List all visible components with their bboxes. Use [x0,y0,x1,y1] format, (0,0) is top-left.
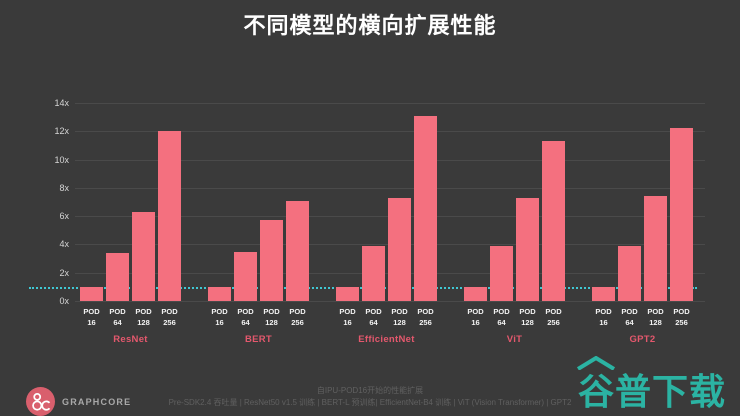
group-label-resnet: ResNet [113,333,148,345]
bar-group-efficientnet: POD 16 POD 64 POD 128 POD 256 EfficientNet [336,103,437,345]
y-axis-tick-14x: 14x [54,98,69,108]
x-axis-tick-pod-64: POD 64 [621,307,638,328]
bar-efficientnet-pod-128 [388,197,411,301]
x-axis-tick-pod-16: POD 16 [339,307,356,328]
watermark-rest: 普下载 [614,371,726,412]
bar-group-vit: POD 16 POD 64 POD 128 POD 256 ViT [464,103,565,345]
category-labels-bert: POD 16 POD 64 POD 128 POD 256 [208,306,309,329]
x-axis-tick-pod-128: POD 128 [135,307,152,328]
y-axis-tick-6x: 6x [59,211,69,222]
gridline-10x [75,159,705,161]
watermark-first-char: 谷 [577,371,615,412]
bar-efficientnet-pod-256 [414,115,437,301]
y-axis-tick-8x: 8x [59,182,69,193]
x-axis-tick-pod-16: POD 16 [211,307,228,328]
bar-resnet-pod-64 [106,252,129,301]
bar-gpt2-pod-128 [644,196,667,301]
gridline-8x [75,187,705,189]
watermark-house-icon: 谷 [576,356,616,415]
bar-bert-pod-128 [260,220,283,301]
x-axis-tick-pod-128: POD 128 [647,307,664,328]
bar-group-resnet: POD 16 POD 64 POD 128 POD 256 ResNet [80,103,181,345]
bars-gpt2 [592,103,693,301]
bar-resnet-pod-256 [158,131,181,301]
graphcore-logo-icon [26,387,55,416]
bars-efficientnet [336,103,437,301]
x-axis-tick-pod-128: POD 128 [519,307,536,328]
x-axis-tick-pod-256: POD 256 [161,307,178,328]
bar-group-bert: POD 16 POD 64 POD 128 POD 256 BERT [208,103,309,345]
x-axis-tick-pod-256: POD 256 [289,307,306,328]
bar-gpt2-pod-64 [618,245,641,301]
group-label-gpt2: GPT2 [629,333,656,345]
gridline-0x [75,301,705,302]
x-axis-tick-pod-256: POD 256 [673,307,690,328]
bar-vit-pod-128 [516,197,539,301]
x-axis-tick-pod-64: POD 64 [237,307,254,328]
bar-bert-pod-256 [286,200,309,301]
footer-notes: 自IPU-POD16开始的性能扩展 Pre-SDK2.4 吞吐量 | ResNe… [0,385,740,410]
x-axis-tick-pod-64: POD 64 [493,307,510,328]
bars-resnet [80,103,181,301]
bar-gpt2-pod-16 [592,286,615,301]
x-axis-tick-pod-128: POD 128 [391,307,408,328]
x-axis-tick-pod-64: POD 64 [109,307,126,328]
footer-note-line1: 自IPU-POD16开始的性能扩展 [316,386,424,395]
gridline-12x [75,131,705,133]
y-axis-tick-12x: 12x [54,126,69,137]
bar-efficientnet-pod-64 [362,245,385,301]
bar-vit-pod-256 [542,141,565,301]
group-label-vit: ViT [506,333,523,345]
bar-gpt2-pod-256 [670,128,693,301]
bar-bert-pod-64 [234,251,257,301]
bar-group-gpt2: POD 16 POD 64 POD 128 POD 256 GPT2 [592,103,693,345]
bar-bert-pod-16 [208,286,231,301]
y-axis-tick-4x: 4x [59,239,69,250]
y-axis-tick-10x: 10x [54,154,69,165]
category-labels-resnet: POD 16 POD 64 POD 128 POD 256 [80,306,181,329]
x-axis-tick-pod-16: POD 16 [467,307,484,328]
x-axis-tick-pod-128: POD 128 [263,307,280,328]
page-title: 不同模型的横向扩展性能 [243,13,497,38]
graphcore-logo: GRAPHCORE [26,387,131,416]
bars-bert [208,103,309,301]
y-axis-tick-0x: 0x [59,296,69,306]
plot-area: 0x 2x 4x 6x 8x 10x 12x 14x POD 16 POD 64 POD 128 PO… [29,98,705,345]
category-labels-efficientnet: POD 16 POD 64 POD 128 POD 256 [336,306,437,329]
x-axis-tick-pod-256: POD 256 [417,307,434,328]
gridline-14x [75,103,705,104]
x-axis-tick-pod-16: POD 16 [83,307,100,328]
y-axis-tick-2x: 2x [59,267,69,278]
x-axis-tick-pod-64: POD 64 [365,307,382,328]
watermark: 谷 普下载 [576,356,726,415]
group-label-efficientnet: EfficientNet [358,333,415,345]
category-labels-vit: POD 16 POD 64 POD 128 POD 256 [464,306,565,329]
group-label-bert: BERT [244,333,273,345]
bars-vit [464,103,565,301]
brand-name: GRAPHCORE [62,396,132,407]
bar-vit-pod-16 [464,286,487,301]
x-axis-tick-pod-256: POD 256 [545,307,562,328]
bar-vit-pod-64 [490,245,513,301]
footer-note-line2: Pre-SDK2.4 吞吐量 | ResNet50 v1.5 训练 | BERT… [168,398,572,408]
bar-resnet-pod-128 [132,211,155,301]
category-labels-gpt2: POD 16 POD 64 POD 128 POD 256 [592,306,693,329]
bar-efficientnet-pod-16 [336,286,359,301]
x-axis-tick-pod-16: POD 16 [595,307,612,328]
bar-resnet-pod-16 [80,286,103,301]
